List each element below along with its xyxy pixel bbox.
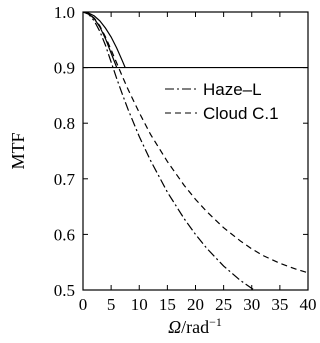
series-line-3 — [83, 12, 308, 274]
x-tick-label: 25 — [215, 295, 232, 314]
tick-labels: 0 5 10 15 20 25 30 35 40 0.5 0.6 0.7 0.8 0.9 1.0 — [54, 3, 317, 314]
y-tick-label: 0.8 — [54, 114, 75, 133]
x-tick-label: 20 — [187, 295, 204, 314]
x-tick-label: 0 — [79, 295, 88, 314]
x-axis-symbol: Ω — [168, 317, 181, 337]
x-axis-unit-exponent: −1 — [209, 315, 222, 329]
x-tick-label: 40 — [300, 295, 317, 314]
x-tick-label: 5 — [107, 295, 116, 314]
series-line-2 — [83, 12, 256, 290]
y-tick-label: 1.0 — [54, 3, 75, 22]
x-tick-label: 10 — [131, 295, 148, 314]
legend-label-haze-l: Haze–L — [203, 80, 262, 99]
series-layer — [83, 12, 308, 290]
x-axis-title: Ω/rad−1 — [168, 315, 222, 337]
y-tick-label: 0.6 — [54, 225, 75, 244]
plot-frame — [82, 11, 309, 291]
x-tick-label: 15 — [159, 295, 176, 314]
legend-label-cloud-c1: Cloud C.1 — [203, 104, 279, 123]
y-tick-label: 0.9 — [54, 59, 75, 78]
series-line-0 — [83, 12, 126, 68]
y-tick-label: 0.5 — [54, 281, 75, 300]
y-axis-title: MTF — [8, 132, 28, 169]
legend: Haze–L Cloud C.1 — [165, 80, 279, 123]
x-tick-label: 30 — [243, 295, 260, 314]
y-tick-label: 0.7 — [54, 170, 76, 189]
x-axis-unit: /rad — [181, 317, 209, 337]
x-tick-label: 35 — [271, 295, 288, 314]
tick-marks — [82, 11, 309, 291]
